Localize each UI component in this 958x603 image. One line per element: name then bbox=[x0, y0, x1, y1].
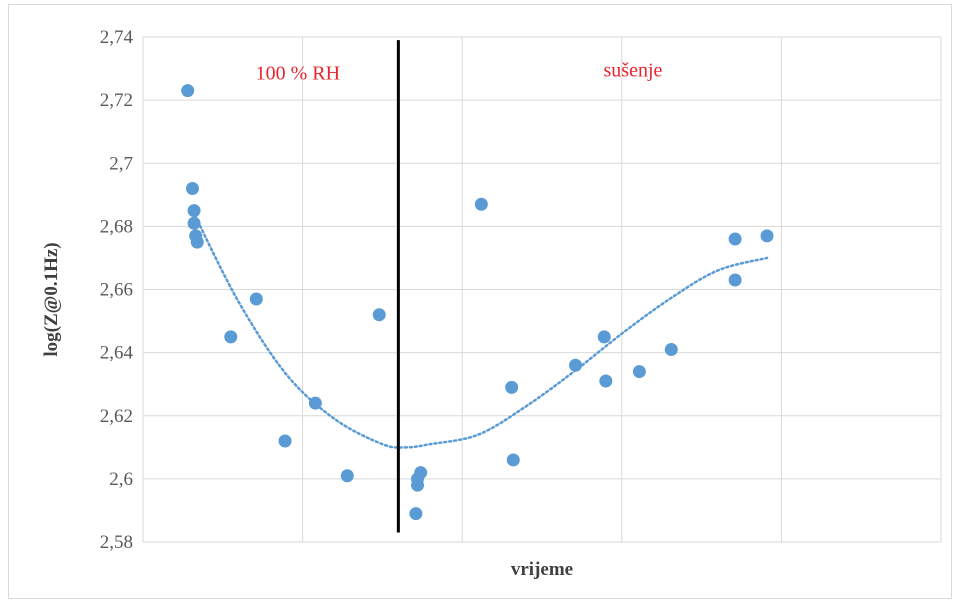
y-tick-label: 2,66 bbox=[100, 280, 133, 301]
data-point bbox=[278, 434, 292, 448]
y-tick-label: 2,74 bbox=[100, 27, 134, 48]
annotation-label: 100 % RH bbox=[256, 63, 340, 85]
data-point bbox=[414, 466, 428, 480]
data-point bbox=[597, 330, 611, 344]
data-point bbox=[181, 84, 195, 98]
y-axis-title: log(Z@0.1Hz) bbox=[41, 242, 62, 356]
data-point bbox=[728, 273, 742, 287]
data-point bbox=[599, 374, 613, 388]
trendline-group bbox=[194, 215, 769, 449]
data-point bbox=[632, 365, 646, 379]
data-point bbox=[409, 507, 423, 521]
data-point bbox=[185, 182, 199, 195]
y-tick-label: 2,6 bbox=[109, 469, 133, 490]
data-point bbox=[728, 232, 742, 246]
annotations: 100 % RH sušenje bbox=[256, 59, 663, 84]
annotation-label: sušenje bbox=[604, 59, 663, 81]
data-point bbox=[474, 197, 488, 211]
data-point bbox=[187, 216, 201, 230]
data-point bbox=[249, 292, 263, 306]
y-tick-label: 2,62 bbox=[100, 406, 133, 427]
data-point bbox=[187, 204, 201, 218]
data-point bbox=[372, 308, 386, 322]
grid-lines bbox=[142, 36, 942, 543]
data-point bbox=[505, 380, 519, 394]
data-point bbox=[190, 235, 204, 249]
chart-frame: 2,58 2,6 2,62 2,64 2,66 2,68 2,7 2,72 2,74 100 %… bbox=[8, 4, 952, 599]
data-point bbox=[506, 453, 520, 467]
data-point bbox=[340, 469, 354, 483]
data-point bbox=[224, 330, 238, 344]
data-point bbox=[664, 342, 678, 356]
y-tick-label: 2,68 bbox=[100, 216, 133, 237]
trendline bbox=[194, 215, 769, 449]
data-point bbox=[569, 358, 583, 372]
data-points bbox=[181, 84, 774, 521]
data-point bbox=[308, 396, 322, 410]
x-axis-title: vrijeme bbox=[511, 559, 573, 580]
y-tick-label: 2,58 bbox=[100, 532, 133, 553]
y-tick-labels: 2,58 2,6 2,62 2,64 2,66 2,68 2,7 2,72 2,74 bbox=[100, 27, 134, 553]
y-tick-label: 2,64 bbox=[100, 343, 134, 364]
data-point bbox=[760, 229, 774, 243]
scatter-chart: 2,58 2,6 2,62 2,64 2,66 2,68 2,7 2,72 2,74 100 %… bbox=[41, 27, 942, 580]
y-tick-label: 2,7 bbox=[109, 153, 133, 174]
y-tick-label: 2,72 bbox=[100, 90, 133, 111]
